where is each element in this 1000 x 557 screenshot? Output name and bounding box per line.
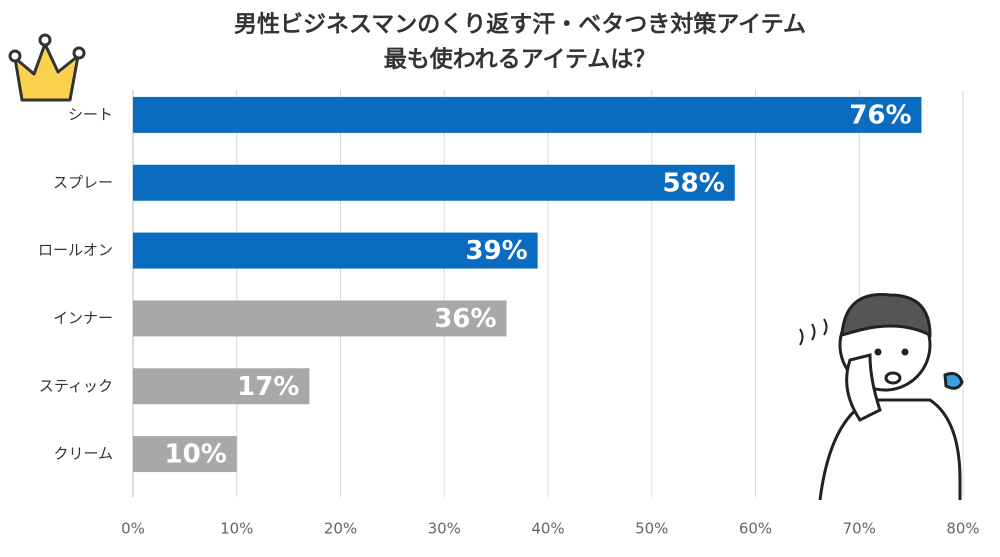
y-tick-label: ロールオン [38,241,113,259]
value-label: 58% [663,168,725,198]
value-label: 36% [434,304,496,334]
value-label: 76% [849,100,911,130]
x-tick-label: 10% [220,520,253,538]
person-illustration [799,293,964,501]
x-tick-label: 30% [428,520,461,538]
chart-title: 最も使われるアイテムは？ [384,47,657,73]
bar [133,368,310,405]
x-tick-label: 60% [739,520,772,538]
chart-title: 男性ビジネスマンのくり返す汗・ベタつき対策アイテム [234,11,806,38]
bar [133,96,922,133]
crown-icon [8,33,86,102]
value-label: 17% [237,372,299,402]
y-tick-label: シート [68,105,113,123]
y-tick-label: スティック [39,377,113,395]
y-tick-label: スプレー [53,173,113,191]
x-tick-label: 40% [531,520,564,538]
x-tick-label: 70% [843,520,876,538]
y-tick-label: クリーム [53,445,113,463]
x-tick-label: 80% [946,520,979,538]
value-label: 39% [465,236,527,266]
value-label: 10% [165,440,227,470]
bar [133,232,538,269]
y-tick-label: インナー [53,309,113,327]
x-tick-label: 0% [121,520,145,538]
bar [133,436,237,473]
bar [133,300,507,337]
x-tick-label: 50% [635,520,668,538]
x-tick-label: 20% [324,520,357,538]
bar [133,164,735,201]
